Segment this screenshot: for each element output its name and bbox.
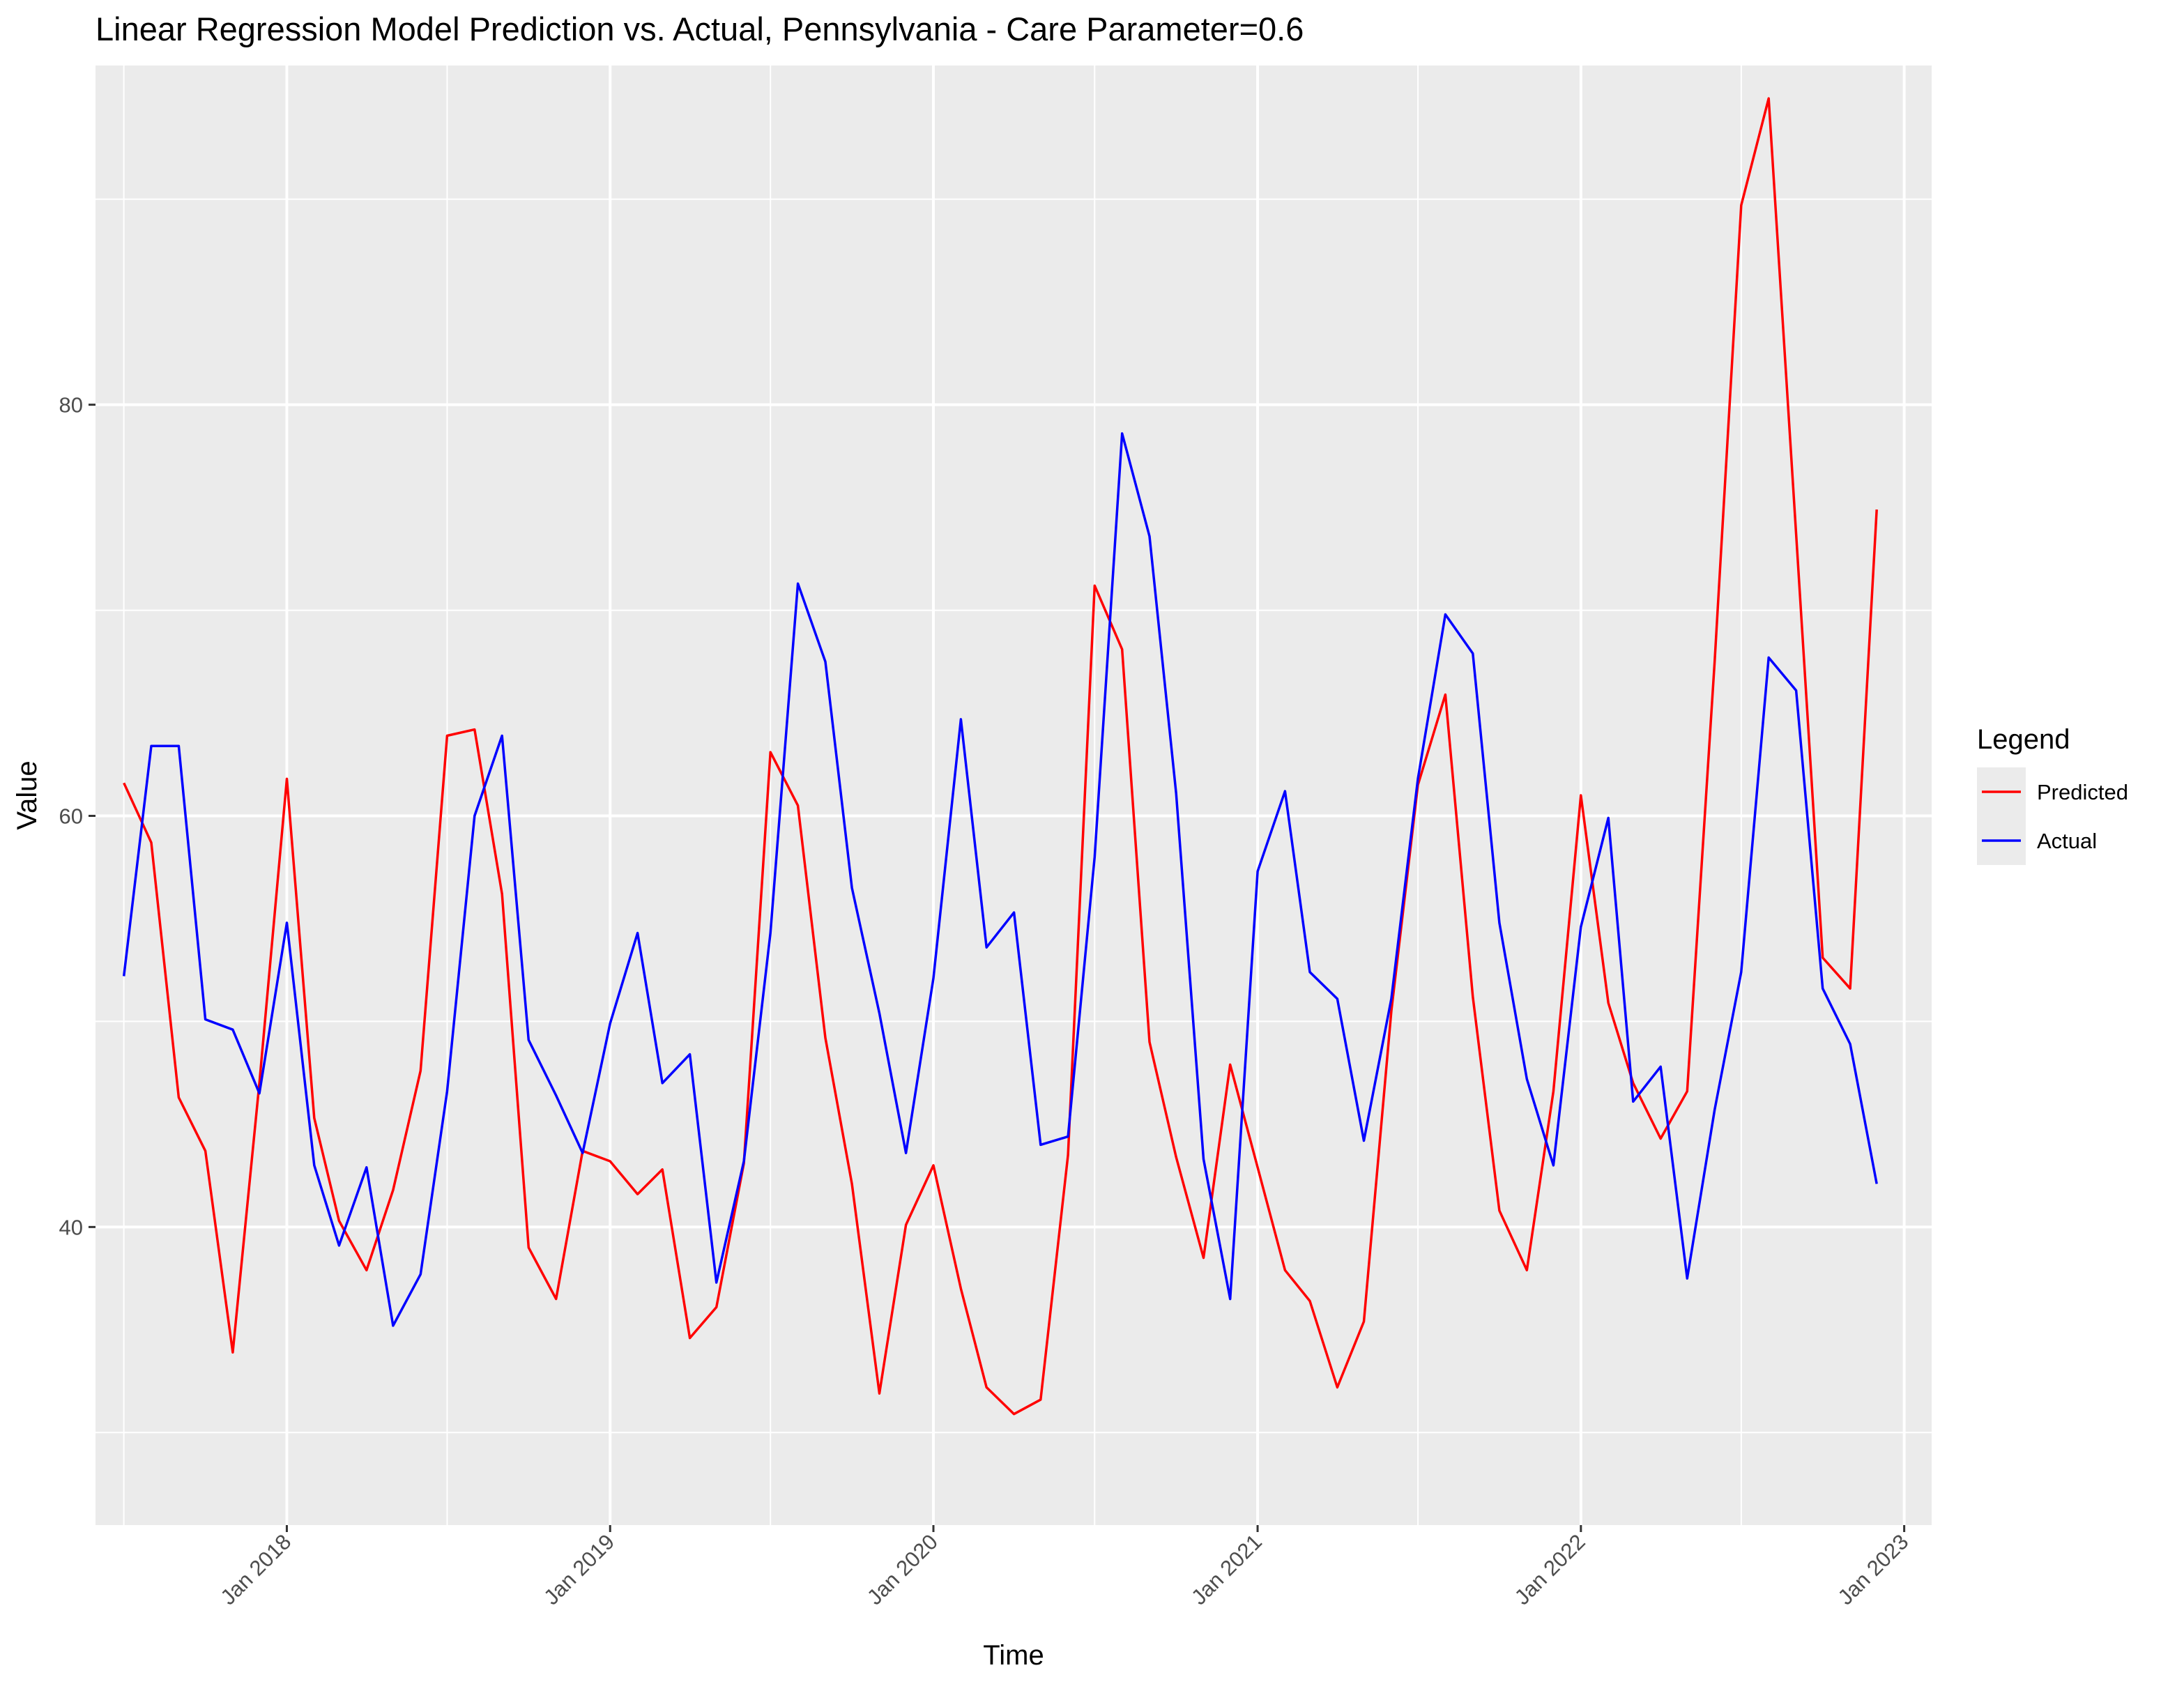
y-tick-label: 40 — [59, 1215, 83, 1239]
series-line-actual — [122, 432, 1878, 1327]
x-tick-label: Jan 2020 — [862, 1529, 942, 1609]
legend-items: Predicted Actual — [1977, 767, 2128, 865]
chart-title: Linear Regression Model Prediction vs. A… — [96, 10, 1304, 47]
plot-panel — [96, 66, 1932, 1525]
y-tick-label: 80 — [59, 393, 83, 418]
x-tick-label: Jan 2023 — [1833, 1529, 1914, 1609]
y-axis: 40 60 80 — [59, 393, 96, 1239]
x-tick-label: Jan 2019 — [539, 1529, 619, 1609]
y-axis-title: Value — [12, 760, 43, 829]
legend-item-predicted: Predicted — [1977, 767, 2128, 816]
legend: Legend Predicted Actual — [1977, 724, 2128, 865]
y-tick-label: 60 — [59, 804, 83, 828]
legend-label: Actual — [2037, 829, 2097, 853]
x-axis: Jan 2018 Jan 2019 Jan 2020 Jan 2021 Jan 2022… — [215, 1525, 1914, 1609]
x-tick-label: Jan 2018 — [215, 1529, 296, 1609]
legend-item-actual: Actual — [1977, 816, 2097, 865]
series-line-predicted — [123, 97, 1878, 1416]
minor-gridlines — [96, 66, 1932, 1525]
x-tick-label: Jan 2022 — [1510, 1529, 1590, 1609]
legend-label: Predicted — [2037, 780, 2128, 804]
x-axis-title: Time — [983, 1640, 1044, 1671]
legend-title: Legend — [1977, 724, 2070, 755]
series-lines — [122, 97, 1878, 1416]
x-tick-label: Jan 2021 — [1186, 1529, 1267, 1609]
